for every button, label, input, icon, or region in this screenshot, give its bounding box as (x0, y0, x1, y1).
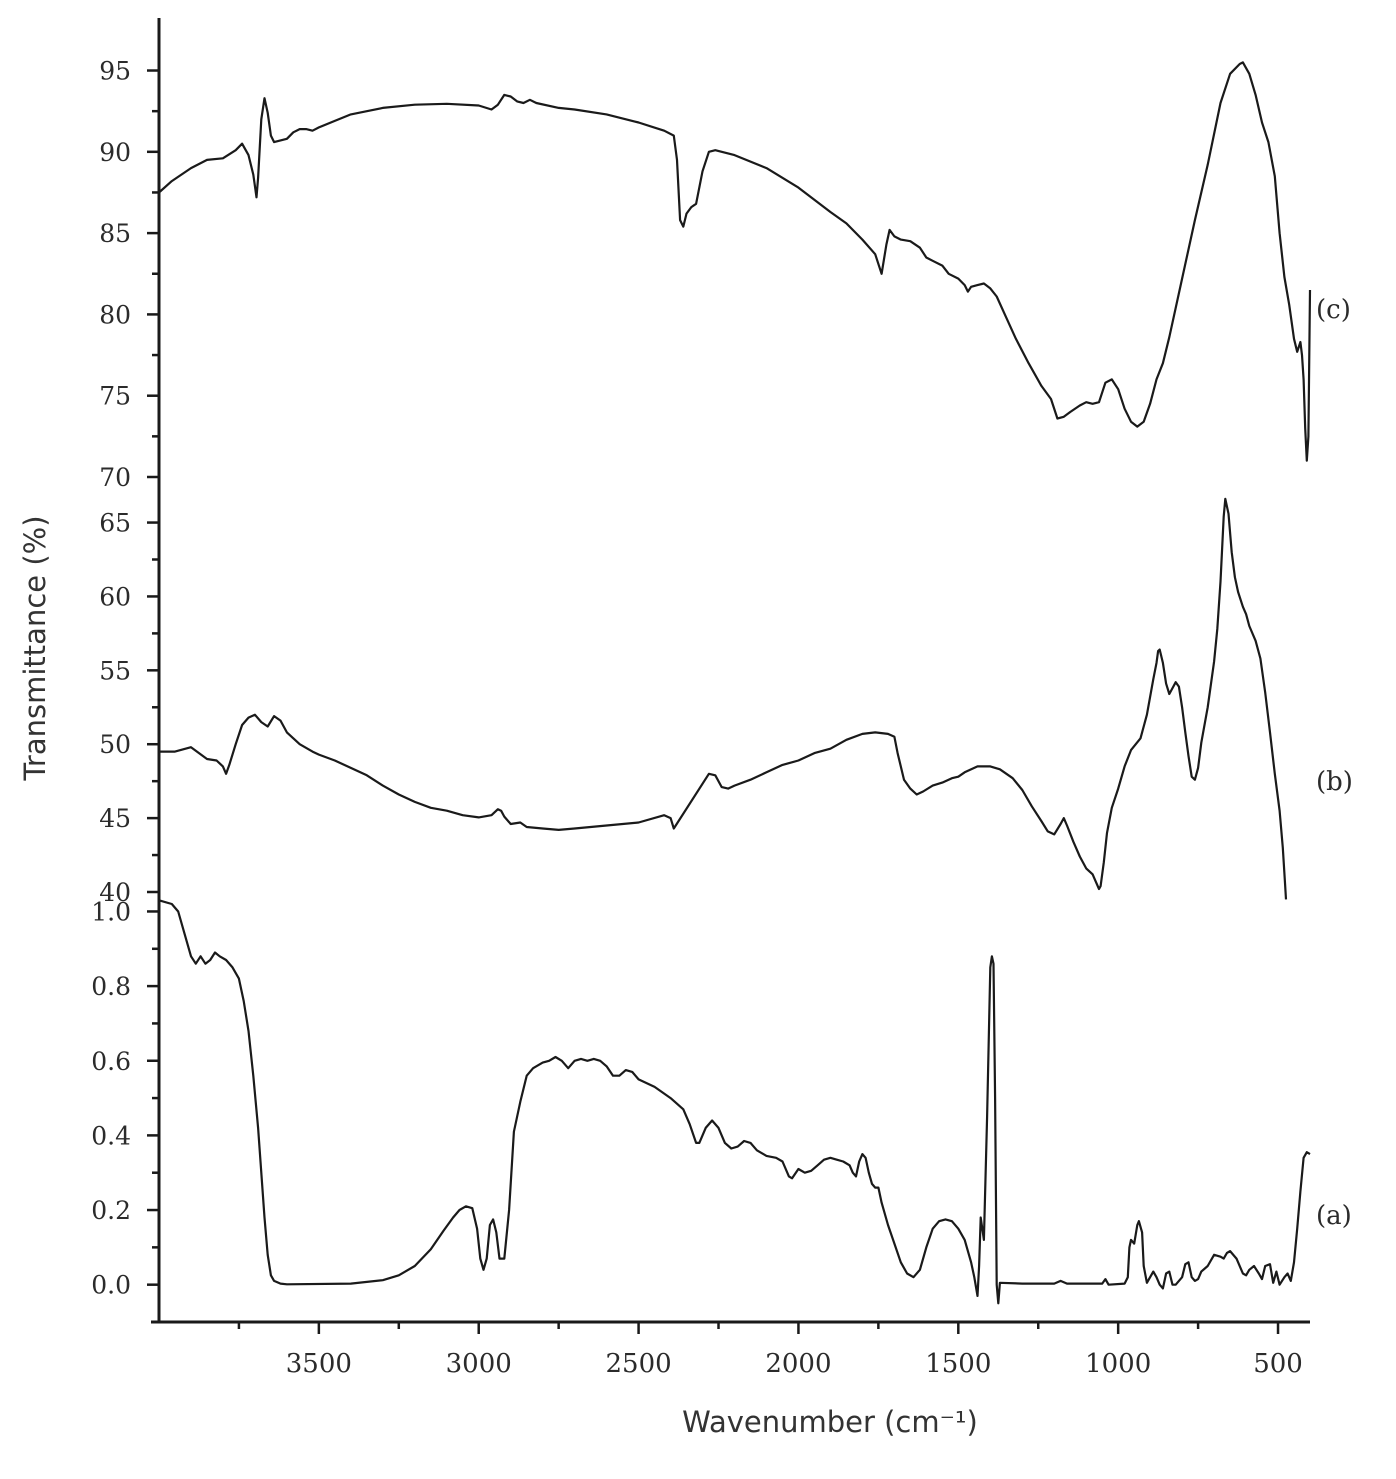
y-tick-label: 70 (99, 463, 131, 492)
y-tick-label: 0.2 (91, 1196, 131, 1225)
y-tick-label: 0.8 (91, 972, 131, 1001)
labels-layer: 3500 3000 2500 2000 1500 1000 500 70 75 80 85 90 95 (… (91, 57, 1353, 1379)
x-tick-label: 2500 (605, 1349, 671, 1379)
x-tick-label: 3000 (446, 1349, 512, 1379)
y-tick-label: 1.0 (91, 897, 131, 926)
y-tick-label: 45 (99, 804, 131, 833)
y-tick-label: 95 (99, 57, 131, 86)
y-tick-label: 65 (99, 509, 131, 538)
y-tick-label: 90 (99, 138, 131, 167)
y-tick-label: 75 (99, 382, 131, 411)
y-tick-label: 40 (99, 878, 131, 907)
y-tick-label: 55 (99, 656, 131, 685)
x-tick-label: 500 (1253, 1349, 1303, 1379)
series-layer (158, 61, 1312, 1305)
y-tick-label: 0.0 (91, 1271, 131, 1300)
y-axis-title: Transmittance (%) (18, 515, 52, 781)
y-tick-label: 60 (99, 582, 131, 611)
spectrum-line (158, 61, 1312, 462)
x-tick-label: 3500 (286, 1349, 352, 1379)
series-label: (b) (1316, 767, 1353, 797)
x-tick-label: 1500 (925, 1349, 991, 1379)
y-tick-label: 0.6 (91, 1047, 131, 1076)
x-tick-label: 2000 (765, 1349, 831, 1379)
x-axis-title: Wavenumber (cm⁻¹) (682, 1405, 978, 1439)
y-tick-label: 50 (99, 730, 131, 759)
y-tick-label: 80 (99, 300, 131, 329)
spectrum-line (158, 899, 1311, 1305)
x-tick-label: 1000 (1085, 1349, 1151, 1379)
spectrum-line (159, 497, 1288, 900)
y-tick-label: 0.4 (91, 1121, 131, 1150)
series-label: (a) (1316, 1201, 1352, 1231)
axes-layer (147, 18, 1310, 1334)
series-label: (c) (1316, 295, 1351, 325)
y-tick-label: 85 (99, 219, 131, 248)
